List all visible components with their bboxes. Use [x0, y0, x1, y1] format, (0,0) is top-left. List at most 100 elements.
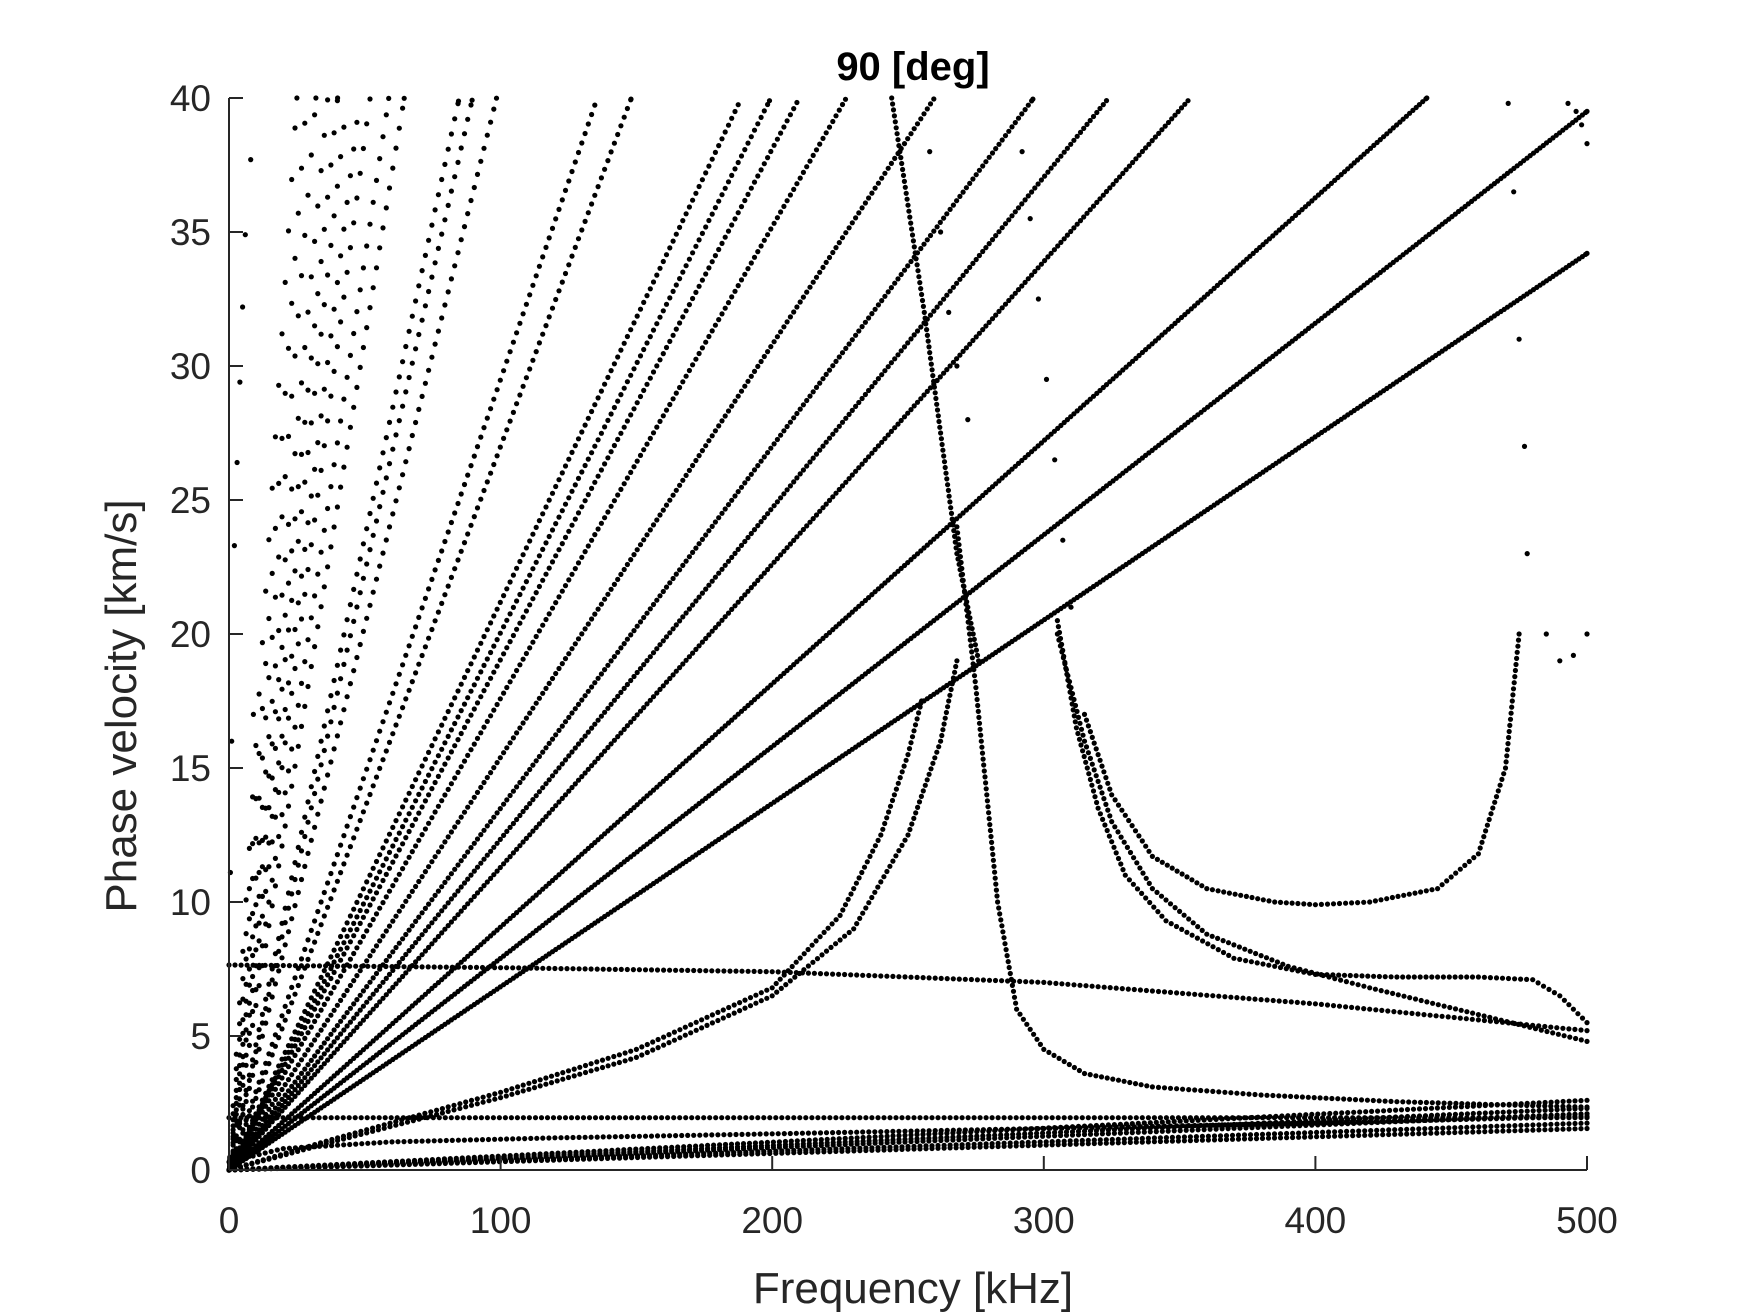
data-point: [481, 688, 487, 694]
data-point: [458, 814, 464, 820]
data-point: [325, 564, 331, 570]
data-point: [501, 801, 507, 807]
data-point: [1470, 1129, 1476, 1135]
data-point: [325, 1047, 331, 1053]
data-point: [716, 423, 722, 429]
data-point: [851, 1115, 857, 1121]
data-point: [738, 542, 745, 549]
data-point: [442, 904, 448, 910]
data-point: [579, 631, 585, 637]
data-point: [1424, 95, 1430, 101]
data-point: [585, 621, 591, 627]
data-point: [367, 602, 373, 608]
data-point: [1169, 1134, 1175, 1140]
data-point: [315, 440, 321, 446]
data-point: [364, 879, 370, 885]
data-point: [488, 875, 494, 882]
data-point: [846, 341, 852, 347]
data-point: [1240, 995, 1246, 1001]
data-point: [458, 708, 464, 714]
data-point: [523, 375, 530, 381]
data-point: [455, 159, 461, 165]
data-point: [766, 98, 773, 104]
data-point: [357, 641, 363, 648]
data-point: [719, 240, 725, 246]
data-point: [406, 893, 412, 900]
data-point: [295, 313, 301, 319]
data-point: [999, 475, 1005, 481]
data-point: [892, 356, 898, 362]
data-point: [735, 489, 741, 495]
data-point: [586, 1115, 593, 1121]
data-point: [1258, 997, 1264, 1003]
data-point: [683, 1115, 689, 1121]
data-point: [364, 1013, 370, 1020]
data-point: [279, 592, 285, 598]
data-point: [347, 913, 353, 919]
data-point: [312, 939, 318, 945]
data-point: [250, 794, 256, 800]
data-point: [1175, 1134, 1181, 1140]
data-point: [628, 372, 634, 378]
data-point: [592, 1115, 599, 1121]
data-point: [292, 255, 298, 261]
data-point: [481, 827, 487, 833]
data-point: [810, 152, 816, 158]
data-point: [849, 407, 855, 413]
data-point: [341, 940, 347, 946]
data-point: [285, 768, 292, 774]
data-point: [498, 965, 504, 971]
data-point: [458, 237, 464, 243]
data-point: [594, 966, 600, 972]
data-point: [305, 1071, 311, 1077]
data-point: [575, 510, 582, 516]
data-point: [862, 319, 869, 325]
data-point: [768, 445, 774, 451]
data-point: [960, 510, 966, 516]
data-point: [380, 550, 386, 556]
data-point: [321, 386, 327, 392]
data-point: [540, 546, 546, 553]
data-point: [429, 354, 435, 360]
data-point: [514, 330, 520, 336]
data-point: [1584, 1028, 1590, 1034]
data-point: [396, 908, 402, 914]
data-point: [882, 170, 888, 176]
data-point: [266, 991, 272, 997]
data-point: [386, 700, 393, 706]
data-point: [416, 661, 422, 667]
data-point: [455, 98, 462, 104]
data-point: [522, 965, 528, 971]
data-point: [1001, 1140, 1007, 1146]
data-point: [514, 401, 520, 407]
data-point: [1103, 98, 1110, 104]
data-point: [1494, 1128, 1500, 1134]
data-point: [367, 953, 373, 959]
data-point: [312, 988, 318, 994]
data-point: [707, 1115, 713, 1121]
data-point: [292, 626, 298, 633]
data-point: [269, 570, 275, 577]
data-point: [1294, 999, 1300, 1006]
data-point: [269, 741, 275, 747]
data-point: [654, 597, 660, 603]
data-point: [540, 511, 546, 517]
data-point: [435, 912, 441, 918]
data-point: [272, 525, 278, 532]
data-point: [325, 194, 331, 200]
data-point: [308, 152, 314, 158]
data-point: [1059, 981, 1065, 987]
data-point: [1002, 133, 1009, 139]
data-point: [932, 975, 938, 981]
data-point: [751, 179, 758, 185]
data-point: [970, 176, 976, 182]
data-point: [1344, 1133, 1350, 1139]
data-point: [742, 480, 748, 486]
data-point: [895, 352, 901, 358]
data-point: [800, 526, 807, 533]
data-point: [409, 888, 415, 895]
data-point: [654, 321, 660, 327]
data-point: [699, 177, 706, 183]
data-point: [517, 558, 523, 565]
data-point: [351, 146, 357, 152]
